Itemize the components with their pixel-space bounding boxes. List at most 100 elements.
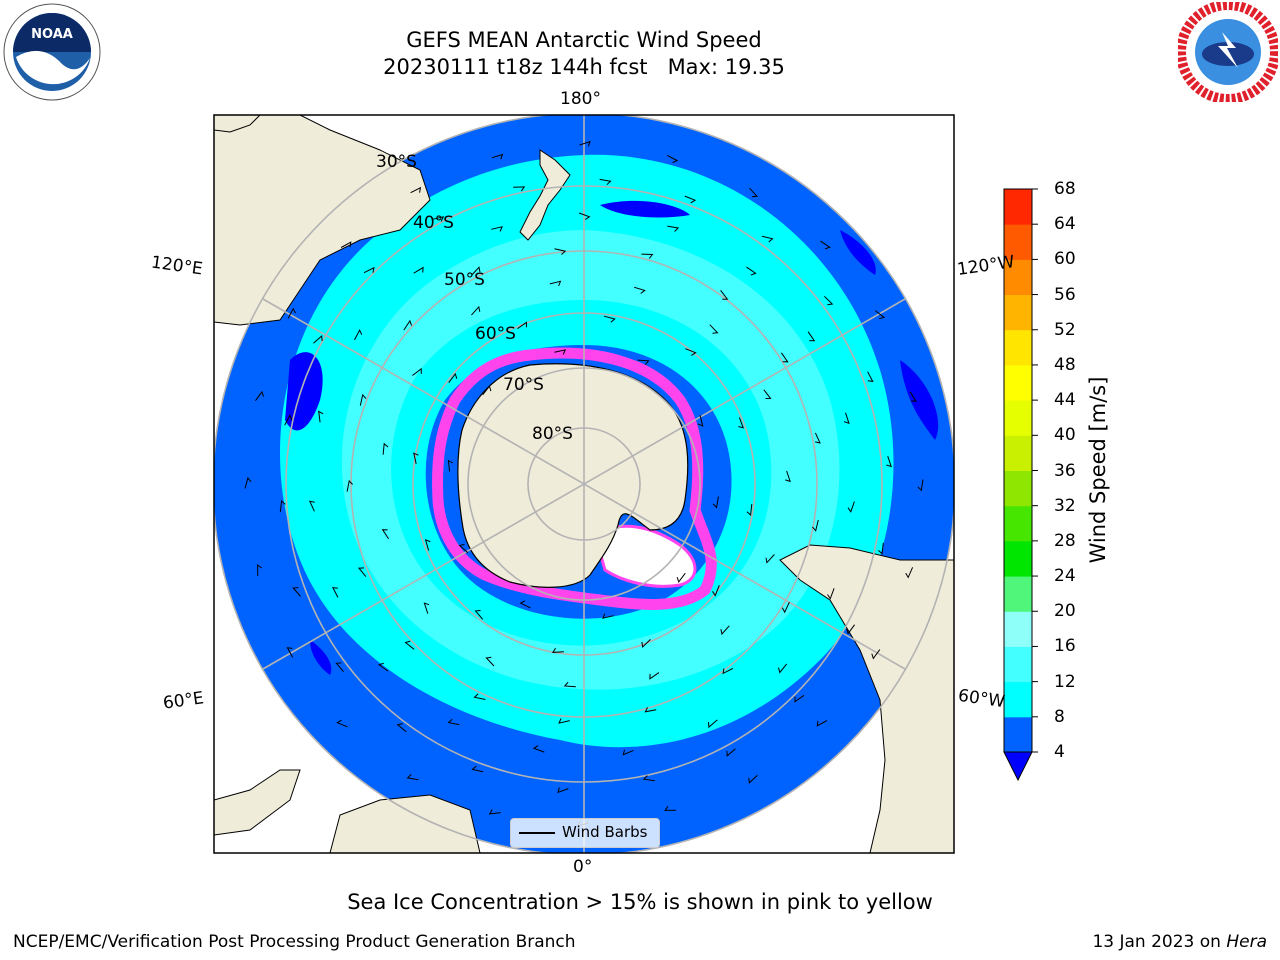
colorbar-segment bbox=[1004, 259, 1032, 296]
label-lat-50: 50°S bbox=[444, 270, 485, 290]
wind-barb bbox=[878, 542, 884, 555]
wind-barb bbox=[378, 662, 389, 672]
wind-barb bbox=[532, 745, 545, 753]
wind-barb bbox=[549, 280, 562, 287]
colorbar-tick-label: 24 bbox=[1054, 566, 1076, 587]
colorbar-segment bbox=[1004, 400, 1032, 436]
colorbar-tick-label: 4 bbox=[1054, 742, 1065, 762]
wind-barb bbox=[471, 266, 481, 276]
title-line-2: 20230111 t18z 144h fcst Max: 19.35 bbox=[383, 55, 785, 79]
wind-barb bbox=[579, 140, 591, 147]
wind-barb bbox=[404, 640, 415, 650]
wind-barb bbox=[447, 718, 460, 726]
wind-barb bbox=[257, 564, 262, 577]
wind-barb bbox=[332, 586, 339, 598]
wind-barb bbox=[432, 216, 445, 222]
colorbar-segment bbox=[1004, 435, 1032, 471]
wind-barb bbox=[473, 693, 486, 700]
wind-barb bbox=[712, 496, 719, 509]
title-line-1: GEFS MEAN Antarctic Wind Speed bbox=[406, 28, 762, 52]
wind-barb bbox=[279, 499, 286, 512]
wind-barb bbox=[816, 720, 828, 727]
wind-barb bbox=[563, 681, 576, 688]
wind-barb bbox=[474, 610, 484, 620]
colorbar-segment bbox=[1004, 576, 1032, 612]
colorbar-title: Wind Speed [m/s] bbox=[1086, 376, 1110, 564]
wind-barb bbox=[622, 749, 634, 756]
wind-barb bbox=[867, 371, 874, 383]
wind-barb bbox=[746, 504, 753, 517]
wind-barb bbox=[381, 529, 390, 540]
wind-barb bbox=[794, 694, 805, 703]
wind-barb bbox=[664, 806, 677, 811]
noaa-logo-icon: NOAA bbox=[3, 3, 101, 101]
colorbar-tick-label: 20 bbox=[1054, 601, 1076, 622]
colorbar-segment bbox=[1004, 716, 1032, 753]
colorbar-tick-label: 60 bbox=[1054, 249, 1076, 270]
wind-barb bbox=[871, 649, 881, 660]
wind-barb bbox=[722, 667, 734, 675]
wind-barb bbox=[708, 719, 718, 729]
graticule bbox=[214, 115, 954, 853]
wind-barb bbox=[807, 331, 816, 342]
wind-barb bbox=[287, 307, 296, 319]
wind-barb bbox=[357, 567, 367, 578]
wind-barb bbox=[354, 329, 363, 341]
wind-barb bbox=[909, 391, 917, 402]
wind-barb bbox=[318, 410, 324, 423]
colorbar-extend-triangle bbox=[1003, 751, 1033, 782]
wind-barb bbox=[335, 662, 344, 673]
wind-barb bbox=[641, 253, 654, 259]
wind-barb-legend-line bbox=[519, 832, 555, 834]
wind-barb bbox=[746, 266, 757, 276]
label-lat-40: 40°S bbox=[413, 213, 454, 233]
wind-barb bbox=[382, 442, 389, 455]
wind-barb bbox=[603, 315, 616, 323]
footer-date: 13 Jan 2023 on bbox=[1092, 932, 1227, 952]
wind-barb bbox=[558, 718, 570, 724]
wind-barb bbox=[412, 367, 422, 376]
wind-barb bbox=[447, 459, 453, 472]
label-lon-180: 180° bbox=[560, 89, 601, 109]
wind-barb bbox=[684, 195, 697, 204]
colorbar-tick-label: 36 bbox=[1054, 460, 1076, 481]
wind-barb bbox=[824, 295, 834, 306]
footer-left: NCEP/EMC/Verification Post Processing Pr… bbox=[13, 932, 576, 952]
colorbar-tick-label: 64 bbox=[1054, 214, 1076, 235]
wind-barb bbox=[886, 455, 892, 468]
wind-barb bbox=[403, 319, 413, 331]
wind-barb bbox=[778, 663, 788, 674]
wind-barb bbox=[634, 286, 646, 294]
label-lat-70: 70°S bbox=[503, 375, 544, 395]
wind-barb bbox=[413, 452, 419, 465]
wind-barb bbox=[781, 601, 790, 614]
wind-barb bbox=[709, 324, 719, 334]
chart-title: GEFS MEAN Antarctic Wind Speed 20230111 … bbox=[284, 27, 884, 81]
wind-barb bbox=[557, 787, 569, 794]
wind-barb bbox=[917, 479, 924, 492]
wind-barb bbox=[846, 624, 856, 635]
label-lat-30: 30°S bbox=[376, 152, 417, 172]
wind-barb bbox=[720, 289, 729, 300]
wind-barb bbox=[812, 519, 819, 532]
wind-barb bbox=[749, 187, 759, 198]
wind-barb bbox=[847, 501, 855, 513]
colorbar-segment bbox=[1004, 681, 1032, 718]
colorbar-tick-label: 44 bbox=[1054, 390, 1076, 411]
wind-barb bbox=[513, 186, 526, 192]
wind-barb bbox=[685, 348, 697, 356]
wind-barb bbox=[406, 774, 419, 781]
wind-barb bbox=[410, 186, 422, 194]
wind-barb bbox=[765, 554, 775, 564]
wind-barb bbox=[814, 432, 821, 444]
colorbar-tick-label: 56 bbox=[1054, 284, 1076, 305]
wind-barb bbox=[488, 809, 501, 815]
wind-barb bbox=[313, 334, 323, 344]
sea-ice-band bbox=[432, 347, 717, 610]
colorbar-segment bbox=[1004, 611, 1032, 647]
caption: Sea Ice Concentration > 15% is shown in … bbox=[347, 890, 933, 914]
colorbar-tick-label: 8 bbox=[1054, 706, 1065, 727]
wind-barb bbox=[363, 266, 375, 274]
wind-barb bbox=[458, 543, 469, 554]
